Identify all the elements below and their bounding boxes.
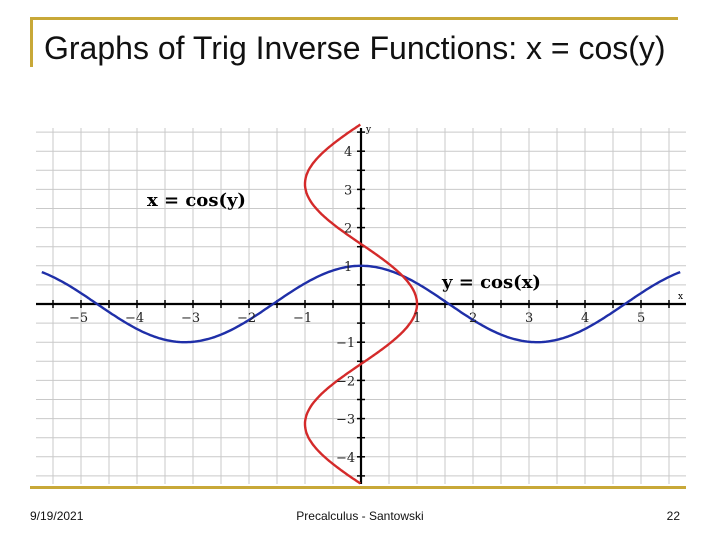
x-tick-label: 2 [469, 311, 477, 326]
y-tick-label: 1 [344, 260, 352, 275]
page-number: 22 [666, 509, 680, 523]
x-tick-label: 1 [413, 311, 421, 326]
footer-date: 9/19/2021 [30, 509, 84, 523]
label-y-equals-cos-x: y = cos(x) [441, 272, 541, 293]
chart-series [41, 123, 681, 485]
x-tick-label: 3 [525, 311, 533, 326]
chart-axes [36, 128, 686, 484]
x-tick-label: −4 [125, 311, 144, 326]
x-tick-label: −2 [237, 311, 256, 326]
footer-rule [30, 486, 686, 489]
label-x-equals-cos-y: x = cos(y) [147, 190, 246, 211]
y-axis-name: y [365, 125, 372, 135]
x-tick-label: −3 [181, 311, 200, 326]
y-tick-label: 4 [344, 145, 352, 160]
y-tick-label: −2 [336, 374, 355, 389]
y-tick-label: 3 [344, 183, 352, 198]
y-tick-label: 2 [344, 222, 352, 237]
y-tick-label: −1 [336, 336, 355, 351]
x-tick-label: −5 [69, 311, 88, 326]
x-tick-label: 5 [637, 311, 645, 326]
x-tick-label: 4 [581, 311, 589, 326]
x-tick-label: −1 [293, 311, 312, 326]
chart-labels: x y −5 −4 −3 −2 −1 1 2 3 4 5 −4 −3 −2 −1 1 2 3 4 x = cos(y) y… [69, 125, 683, 466]
frame-top-rule [30, 17, 678, 20]
y-tick-label: −3 [336, 413, 355, 428]
series-y-equals-cos-x [41, 264, 681, 344]
slide-title: Graphs of Trig Inverse Functions: x = co… [44, 30, 666, 66]
frame-left-rule [30, 17, 33, 67]
series-x-equals-cos-y [303, 123, 419, 485]
y-tick-label: −4 [336, 451, 355, 466]
x-axis-name: x [678, 292, 683, 302]
footer-center: Precalculus - Santowski [296, 509, 424, 523]
